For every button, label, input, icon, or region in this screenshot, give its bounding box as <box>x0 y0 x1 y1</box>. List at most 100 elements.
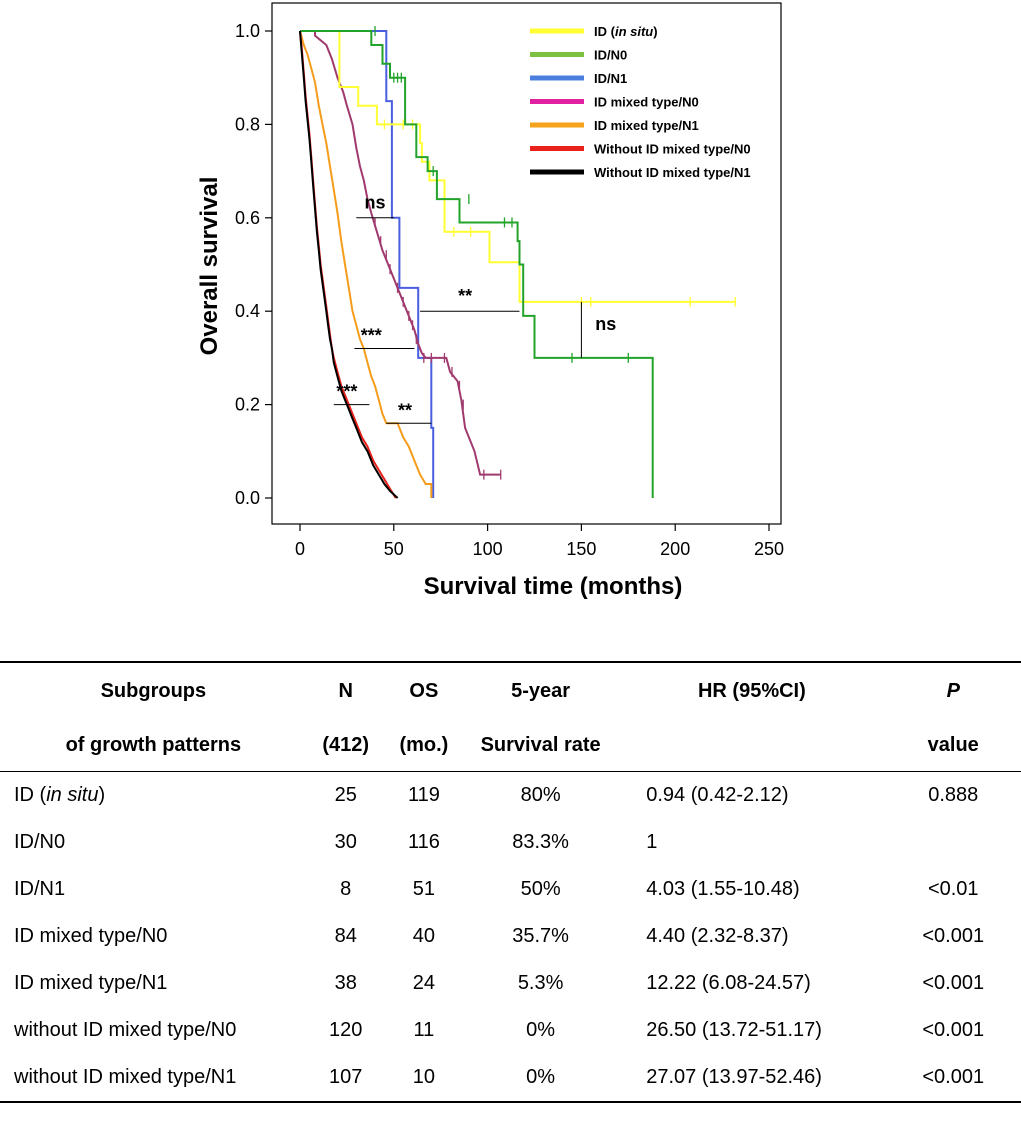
y-tick-label: 0.0 <box>235 488 260 508</box>
header-n: N <box>306 661 385 719</box>
header-value: value <box>885 719 1021 772</box>
y-axis: 0.0 0.2 0.4 0.6 0.8 1.0 <box>235 21 272 508</box>
cell-5year-rate: 5.3% <box>517 972 564 994</box>
curve-id-mixed-type-n1 <box>299 30 433 498</box>
cell-os: 116 <box>407 831 440 853</box>
annotation-label: ns <box>365 192 386 212</box>
curve-without-id-mixed-type-n1 <box>299 30 399 499</box>
table-row: ID/N1 8 51 50% 4.03 (1.55-10.48) <0.01 <box>0 866 1021 913</box>
cell-n: 38 <box>334 972 357 994</box>
legend-entry: Without ID mixed type/N0 <box>594 142 751 157</box>
cell-os: 24 <box>412 972 435 994</box>
header-5year: 5-year <box>462 661 619 719</box>
y-tick-label: 0.8 <box>235 114 260 134</box>
cell-n: 107 <box>306 1054 385 1103</box>
legend-entry: ID (in situ) <box>594 24 658 39</box>
table-row: ID (in situ) 25 119 80% 0.94 (0.42-2.12) 0.88… <box>0 772 1021 820</box>
cell-5year-rate: 0% <box>462 1054 619 1103</box>
x-tick-label: 150 <box>566 539 596 559</box>
cell-hr: 12.22 (6.08-24.57) <box>646 972 811 994</box>
cell-hr: 27.07 (13.97-52.46) <box>618 1054 886 1103</box>
curve-id-n1 <box>300 30 435 498</box>
survival-chart: 0.0 0.2 0.4 0.6 0.8 1.0 0 50 100 150 200 250 ns ** n… <box>196 2 784 600</box>
header-growth-patterns: of growth patterns <box>0 719 307 772</box>
cell-5year-rate: 83.3% <box>512 831 569 853</box>
y-tick-label: 1.0 <box>235 21 260 41</box>
legend-entry: ID mixed type/N1 <box>594 118 699 133</box>
cell-subgroup: ID mixed type/N1 <box>14 972 168 994</box>
legend-entry: ID/N0 <box>594 48 627 63</box>
annotation-label: ** <box>458 286 472 306</box>
cell-p-value: <0.001 <box>885 1054 1021 1103</box>
y-axis-title: Overall survival <box>196 177 223 356</box>
cell-os: 40 <box>412 925 435 947</box>
header-survival-rate: Survival rate <box>462 719 619 772</box>
cell-hr: 4.40 (2.32-8.37) <box>646 925 789 947</box>
cell-os: 119 <box>407 784 440 806</box>
header-subgroups: Subgroups <box>0 661 307 719</box>
cell-p-value: <0.001 <box>922 925 985 947</box>
table-row: ID mixed type/N0 84 40 35.7% 4.40 (2.32-8.37… <box>0 913 1021 960</box>
cell-subgroup: without ID mixed type/N0 <box>14 1019 237 1041</box>
cell-5year-rate: 35.7% <box>512 925 569 947</box>
y-tick-label: 0.6 <box>235 208 260 228</box>
cell-5year-rate: 80% <box>520 784 561 806</box>
header-months: (mo.) <box>384 719 463 772</box>
legend-entry: ID/N1 <box>594 71 627 86</box>
cell-p-value: <0.001 <box>922 1019 985 1041</box>
cell-subgroup: without ID mixed type/N1 <box>0 1054 307 1103</box>
table-header-row: Subgroups N OS 5-year HR (95%CI) P <box>0 661 1021 719</box>
table-header-row: of growth patterns (412) (mo.) Survival … <box>0 719 1021 772</box>
x-tick-label: 100 <box>473 539 503 559</box>
cell-p-value: 0.888 <box>928 784 979 806</box>
curve-without-id-mixed-type-n0 <box>299 30 397 499</box>
cell-subgroup: ID (in situ) <box>14 784 106 806</box>
legend-entry: Without ID mixed type/N1 <box>594 165 751 180</box>
cell-subgroup: ID/N0 <box>14 831 66 853</box>
x-axis-title: Survival time (months) <box>424 573 683 600</box>
annotation-label: *** <box>361 326 382 346</box>
x-tick-label: 50 <box>384 539 404 559</box>
x-tick-label: 0 <box>295 539 305 559</box>
annotation-label: ns <box>595 314 616 334</box>
header-total: (412) <box>306 719 385 772</box>
cell-p-value <box>885 819 1021 866</box>
cell-hr: 1 <box>646 831 658 853</box>
cell-os: 11 <box>413 1019 435 1041</box>
curve-id-in-situ <box>300 30 736 303</box>
y-tick-label: 0.4 <box>235 301 260 321</box>
header-empty <box>618 719 886 772</box>
survival-table: Subgroups N OS 5-year HR (95%CI) P of gr… <box>0 661 1021 1103</box>
legend: ID (in situ) ID/N0 ID/N1 ID mixed type/N0 ID… <box>530 24 751 180</box>
cell-hr: 0.94 (0.42-2.12) <box>646 784 789 806</box>
cell-subgroup: ID mixed type/N0 <box>14 925 168 947</box>
plot-frame <box>271 2 782 525</box>
cell-5year-rate: 0% <box>526 1019 556 1041</box>
cell-hr: 26.50 (13.72-51.17) <box>646 1019 822 1041</box>
y-tick-label: 0.2 <box>235 395 260 415</box>
table-row: without ID mixed type/N1 107 10 0% 27.07 (13… <box>0 1054 1021 1103</box>
table-row: ID/N0 30 116 83.3% 1 <box>0 819 1021 866</box>
annotation-label: *** <box>336 382 357 402</box>
significance-annotations: ns**ns******** <box>333 192 616 424</box>
legend-entry: ID mixed type/N0 <box>594 95 699 110</box>
curve-id-n0 <box>300 30 654 498</box>
cell-n: 30 <box>334 831 357 853</box>
x-tick-label: 250 <box>754 539 784 559</box>
cell-subgroup: ID/N1 <box>14 878 66 900</box>
cell-5year-rate: 50% <box>520 878 561 900</box>
cell-p-value: <0.01 <box>927 878 979 900</box>
x-axis: 0 50 100 150 200 250 <box>295 524 784 559</box>
cell-n: 120 <box>329 1019 363 1041</box>
annotation-label: ** <box>398 400 412 420</box>
cell-hr: 4.03 (1.55-10.48) <box>646 878 800 900</box>
cell-n: 25 <box>334 784 357 806</box>
cell-os: 51 <box>412 878 435 900</box>
cell-n: 84 <box>334 925 357 947</box>
header-p: P <box>885 661 1021 719</box>
cell-os: 10 <box>384 1054 463 1103</box>
table-row: without ID mixed type/N0 120 11 0% 26.50 (13… <box>0 1007 1021 1054</box>
header-hr: HR (95%CI) <box>618 661 886 719</box>
cell-p-value: <0.001 <box>922 972 985 994</box>
survival-curves <box>299 26 736 499</box>
